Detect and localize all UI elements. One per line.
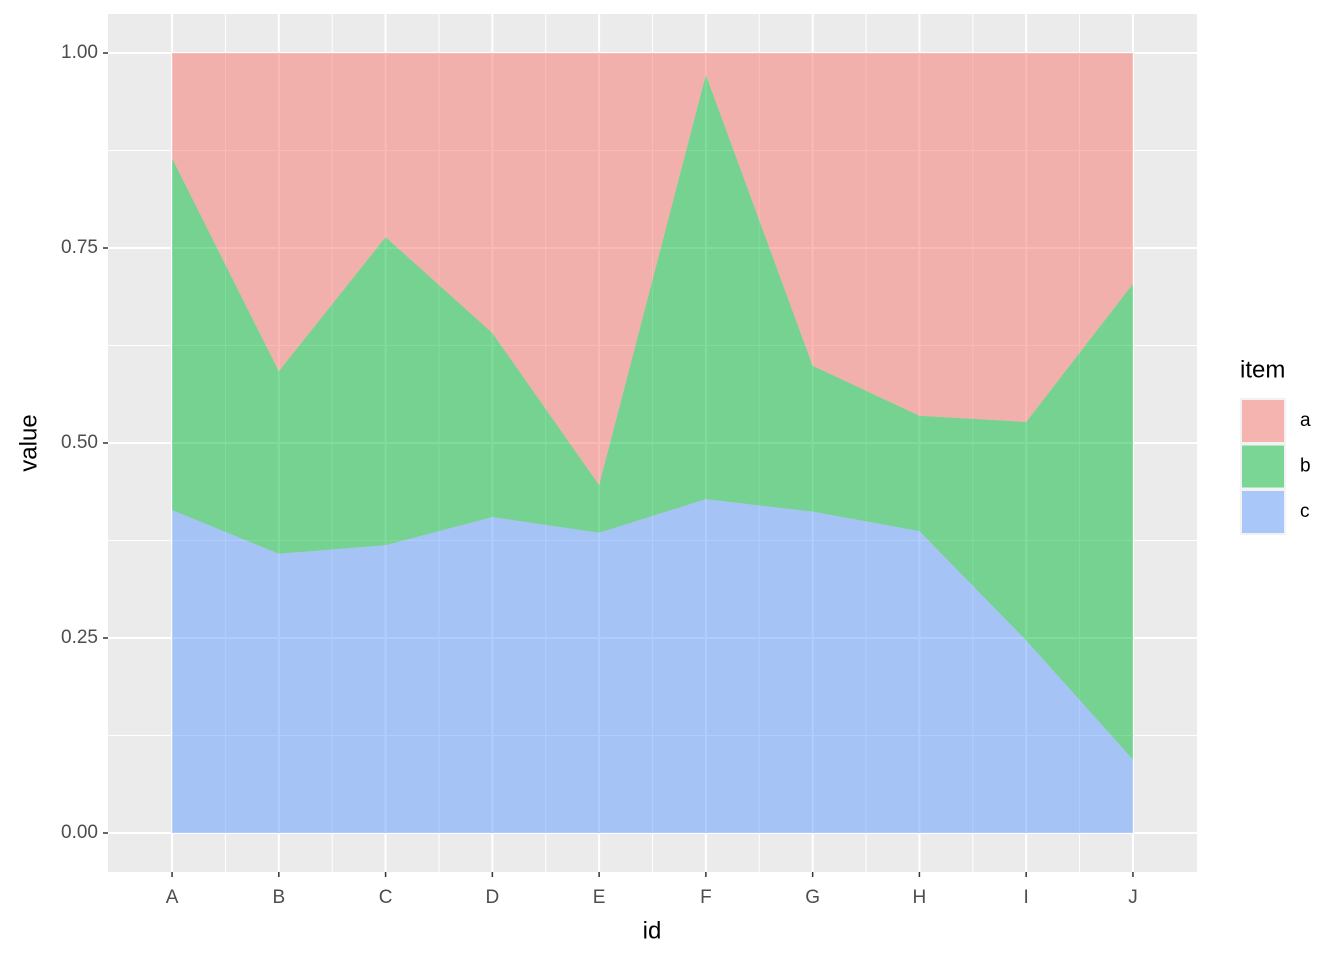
y-tick-label: 0.75: [61, 237, 98, 258]
x-tick-label: B: [272, 887, 285, 908]
x-axis-title: id: [643, 917, 662, 944]
legend-label: b: [1300, 456, 1311, 477]
legend-key: [1242, 445, 1284, 488]
x-tick-label: G: [805, 887, 820, 908]
legend-label: a: [1300, 410, 1311, 431]
y-axis-title: value: [15, 414, 42, 471]
x-tick-label: J: [1128, 887, 1138, 908]
x-tick-label: D: [485, 887, 499, 908]
area: [172, 499, 1133, 833]
x-tick-label: E: [593, 887, 606, 908]
y-tick-label: 0.25: [61, 627, 98, 648]
x-tick-label: C: [379, 887, 393, 908]
x-tick-label: H: [913, 887, 927, 908]
x-tick-label: A: [166, 887, 179, 908]
x-tick-label: F: [700, 887, 712, 908]
legend-label: c: [1300, 501, 1310, 522]
axes: 0.00 0.25 0.50 0.75 1.00 A B C D E F G H I J: [61, 42, 1138, 908]
y-tick-label: 1.00: [61, 42, 98, 63]
y-tick-label: 0.00: [61, 822, 98, 843]
area: [172, 53, 1133, 486]
legend-key: [1242, 400, 1284, 442]
legend: item a b c: [1240, 356, 1311, 535]
areas: [172, 53, 1133, 833]
y-tick-label: 0.50: [61, 432, 98, 453]
area: [172, 74, 1133, 760]
legend-title: item: [1240, 356, 1285, 383]
legend-key: [1242, 491, 1284, 533]
x-tick-label: I: [1024, 887, 1029, 908]
